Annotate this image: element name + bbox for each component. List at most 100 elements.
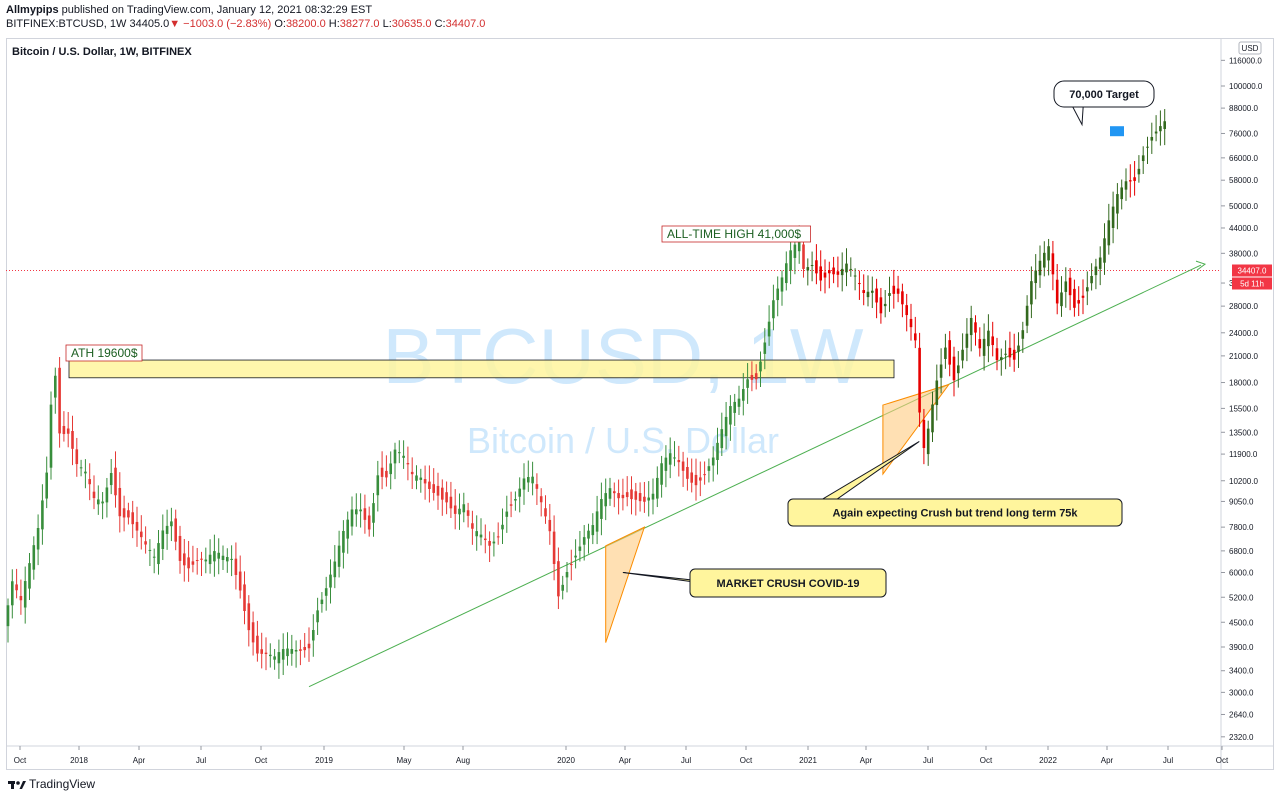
candle-body [88, 479, 91, 485]
chart-border [6, 38, 1274, 770]
candle-body [471, 523, 474, 529]
candle-body [217, 552, 220, 559]
candle-body [767, 321, 771, 337]
candle-body [690, 472, 693, 483]
y-tick-label: 28000.0 [1229, 302, 1258, 311]
candle-body [187, 557, 190, 569]
projected-candle-body [1043, 252, 1046, 268]
projected-candle-body [1107, 220, 1111, 246]
candle-body [668, 453, 672, 465]
projected-candle-body [935, 380, 939, 406]
candle-body [780, 277, 784, 292]
candle-body [699, 477, 702, 481]
y-tick-label: 10200.0 [1229, 477, 1258, 486]
y-tick-label: 6800.0 [1229, 547, 1254, 556]
candle-body [256, 635, 259, 654]
candle-body [226, 557, 229, 562]
projected-candle-body [853, 275, 857, 277]
x-tick-label: Jul [681, 756, 691, 765]
candle-body [75, 449, 79, 465]
candle-body [557, 561, 560, 597]
candle-body [230, 558, 233, 561]
y-tick-label: 24000.0 [1229, 329, 1258, 338]
candle-body [337, 545, 341, 567]
projected-candle-body [1008, 347, 1012, 358]
candle-body [398, 452, 401, 454]
candle-body [488, 540, 491, 546]
candle-body [539, 496, 543, 503]
candle-body [479, 534, 483, 538]
footer-brand[interactable]: TradingView [29, 777, 96, 791]
candle-body [651, 493, 655, 500]
candle-body [664, 457, 668, 471]
candle-body [587, 530, 590, 539]
candle-body [638, 493, 642, 502]
projected-candle-body [892, 285, 896, 294]
candle-body [617, 493, 620, 499]
x-tick-label: Oct [980, 756, 993, 765]
chart-canvas[interactable]: BTCUSD, 1W Bitcoin / U.S. Dollar Bitcoin /… [6, 38, 1274, 770]
high-label: H: [328, 18, 340, 30]
y-tick-label: 50000.0 [1229, 202, 1258, 211]
projected-candle-body [849, 268, 853, 270]
candle-body [264, 652, 268, 655]
candle-body [724, 416, 728, 437]
projected-candle-body [909, 318, 913, 328]
candle-body [92, 491, 96, 499]
candle-body [281, 649, 285, 660]
projected-candle-body [1025, 305, 1029, 326]
projected-candle-body [840, 268, 844, 276]
candle-body [608, 488, 612, 499]
candle-body [595, 511, 599, 532]
candle-body [243, 584, 246, 612]
y-tick-label: 88000.0 [1229, 104, 1258, 113]
projected-candle-body [828, 270, 831, 274]
projected-candle-body [1086, 287, 1089, 292]
candle-body [660, 463, 663, 485]
projected-candle-body [1004, 353, 1007, 355]
projected-candle-body [1000, 357, 1003, 361]
candle-body [290, 649, 294, 654]
candle-body [703, 474, 706, 476]
chart-frame[interactable]: BTCUSD, 1W Bitcoin / U.S. Dollar Bitcoin /… [6, 38, 1274, 770]
y-tick-label: 100000.0 [1229, 82, 1263, 91]
author-name[interactable]: Allmypips [6, 4, 59, 16]
candle-body [286, 648, 289, 657]
projected-candle-body [944, 347, 947, 359]
x-tick-label: Apr [1101, 756, 1114, 765]
candle-body [466, 510, 470, 516]
projected-candle-body [1124, 181, 1128, 190]
projected-candle-body [806, 267, 810, 271]
candle-body [79, 467, 83, 469]
watermark-name: Bitcoin / U.S. Dollar [467, 420, 779, 461]
symbol-label[interactable]: BITFINEX:BTCUSD, 1W [6, 18, 127, 30]
last-price-label: 34407.0 [1238, 267, 1267, 276]
candle-body [6, 605, 10, 627]
projected-candle-body [982, 338, 986, 356]
candle-body [785, 263, 788, 284]
candle-body [320, 599, 324, 605]
candle-body [174, 518, 177, 542]
candle-body [165, 525, 169, 534]
candle-body [355, 509, 358, 515]
candle-body [445, 492, 448, 503]
candle-body [277, 652, 281, 664]
y-tick-label: 116000.0 [1229, 56, 1262, 65]
covid-callout-box [689, 568, 887, 598]
y-tick-label: 58000.0 [1229, 176, 1258, 185]
candle-body [802, 244, 805, 269]
candle-body [307, 643, 311, 649]
projected-candle-body [1129, 180, 1132, 182]
projected-candle-body [858, 283, 861, 285]
candle-body [161, 530, 165, 549]
x-tick-label: 2018 [70, 756, 88, 765]
projected-candle-body [879, 297, 883, 314]
candle-body [299, 649, 302, 651]
y-tick-label: 15500.0 [1229, 404, 1258, 413]
projected-candle-body [957, 365, 960, 374]
candle-body [763, 342, 767, 354]
candle-body [789, 250, 792, 271]
projected-candle-body [1060, 292, 1063, 307]
open-label: O: [274, 18, 286, 30]
candle-body [496, 536, 500, 538]
